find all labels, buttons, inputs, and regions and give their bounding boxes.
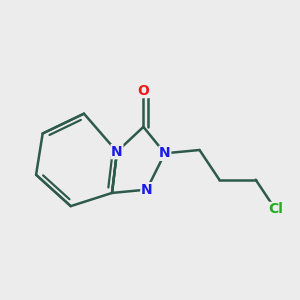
- Text: N: N: [141, 183, 152, 196]
- Text: N: N: [159, 146, 171, 160]
- Text: O: O: [137, 84, 149, 98]
- Text: N: N: [111, 145, 123, 159]
- Text: Cl: Cl: [268, 202, 283, 216]
